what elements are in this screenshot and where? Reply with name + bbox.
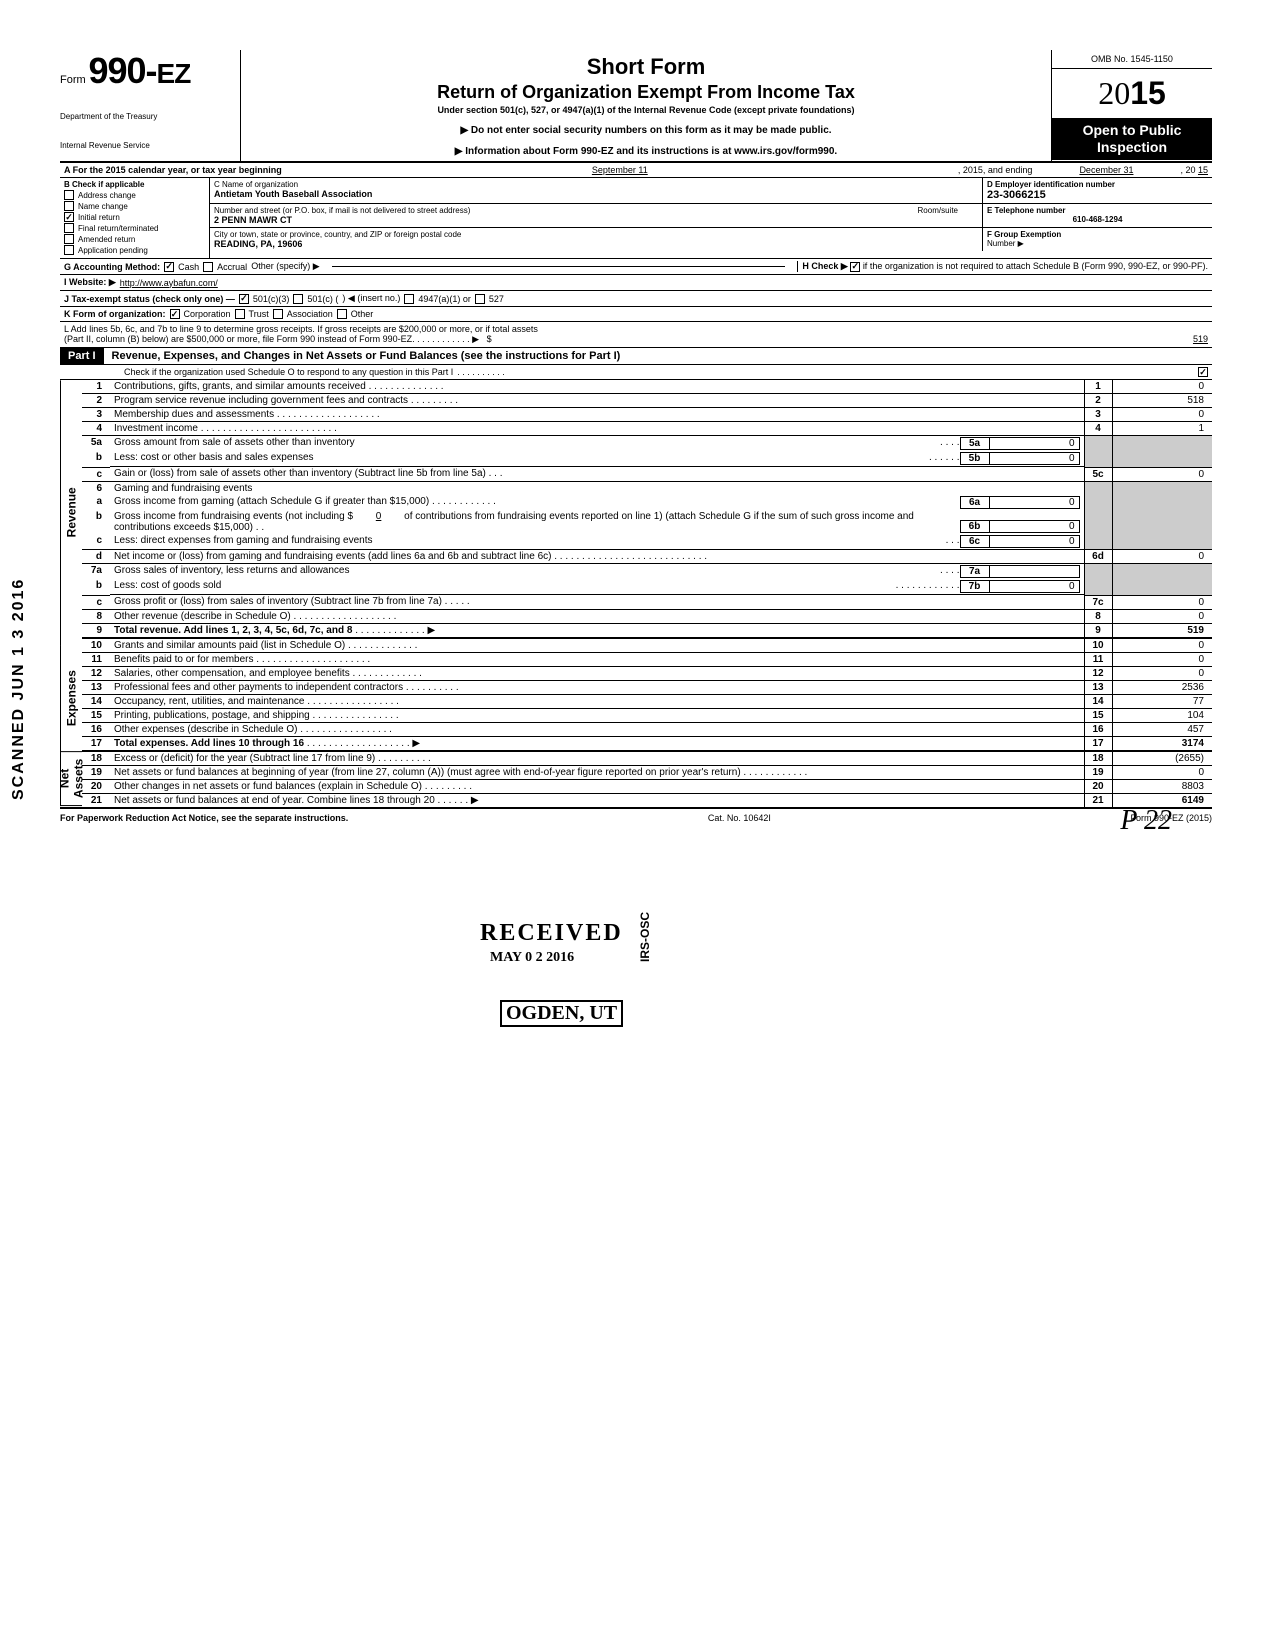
val-11: 0: [1112, 652, 1212, 666]
row-a-tax-year: A For the 2015 calendar year, or tax yea…: [60, 163, 1212, 178]
val-16: 457: [1112, 722, 1212, 736]
part-i-header: Part I Revenue, Expenses, and Changes in…: [60, 348, 1212, 365]
arrow-info: Information about Form 990-EZ and its in…: [249, 146, 1043, 157]
val-6d: 0: [1112, 550, 1212, 564]
cb-h[interactable]: ✓: [850, 262, 860, 272]
val-4: 1: [1112, 422, 1212, 436]
val-5c: 0: [1112, 467, 1212, 481]
open-public: Open to Public Inspection: [1052, 118, 1212, 160]
subtitle: Under section 501(c), 527, or 4947(a)(1)…: [249, 105, 1043, 115]
val-19: 0: [1112, 765, 1212, 779]
cb-corp[interactable]: ✓: [170, 309, 180, 319]
cb-501c3[interactable]: ✓: [239, 294, 249, 304]
part-i-body: Revenue Expenses Net Assets 1Contributio…: [60, 380, 1212, 809]
cb-initial-return[interactable]: ✓: [64, 212, 74, 222]
form-number-block: Form 990-EZ Department of the Treasury I…: [60, 50, 240, 150]
val-13: 2536: [1112, 680, 1212, 694]
scanned-stamp: SCANNED JUN 1 3 2016: [10, 578, 28, 800]
form-prefix: Form: [60, 74, 86, 86]
val-9: 519: [1112, 623, 1212, 638]
page-footer: For Paperwork Reduction Act Notice, see …: [60, 809, 1212, 827]
omb-number: OMB No. 1545-1150: [1052, 50, 1212, 69]
row-l-gross-receipts: L Add lines 5b, 6c, and 7b to line 9 to …: [60, 322, 1212, 348]
cb-assoc[interactable]: [273, 309, 283, 319]
side-labels: Revenue Expenses Net Assets: [60, 380, 82, 807]
cb-4947[interactable]: [404, 294, 414, 304]
org-address: 2 PENN MAWR CT: [214, 215, 978, 225]
val-6c: 0: [990, 535, 1080, 548]
row-j-tax-status: J Tax-exempt status (check only one) — ✓…: [60, 291, 1212, 307]
part-i-check: Check if the organization used Schedule …: [60, 365, 1212, 380]
tax-year: 2015: [1052, 69, 1212, 118]
cb-trust[interactable]: [235, 309, 245, 319]
col-b-checkboxes: B Check if applicable Address change Nam…: [60, 178, 210, 258]
row-i-website: I Website: ▶ http://www.aybafun.com/: [60, 275, 1212, 291]
val-15: 104: [1112, 708, 1212, 722]
stamp-date: MAY 0 2 2016: [490, 950, 574, 966]
val-1: 0: [1112, 380, 1212, 394]
cb-501c[interactable]: [293, 294, 303, 304]
short-form-title: Short Form: [249, 54, 1043, 80]
form-header: Form 990-EZ Department of the Treasury I…: [60, 50, 1212, 163]
period-end: December 31: [1071, 165, 1141, 175]
val-5a: 0: [990, 437, 1080, 450]
val-12: 0: [1112, 666, 1212, 680]
stamp-ogden: OGDEN, UT: [500, 1000, 623, 1027]
label-netassets: Net Assets: [60, 752, 82, 806]
label-revenue: Revenue: [60, 380, 82, 645]
val-10: 0: [1112, 638, 1212, 653]
signature: P 22: [1120, 805, 1172, 837]
val-7b: 0: [990, 580, 1080, 593]
val-2: 518: [1112, 394, 1212, 408]
dept-irs: Internal Revenue Service: [60, 141, 232, 150]
val-7c: 0: [1112, 595, 1212, 609]
cb-address-change[interactable]: [64, 190, 74, 200]
val-14: 77: [1112, 694, 1212, 708]
ein: 23-3066215: [987, 189, 1208, 201]
cb-sched-o[interactable]: ✓: [1198, 367, 1208, 377]
row-k-form-org: K Form of organization: ✓Corporation Tru…: [60, 307, 1212, 322]
val-6b: 0: [990, 520, 1080, 533]
org-city: READING, PA, 19606: [214, 239, 978, 249]
cb-527[interactable]: [475, 294, 485, 304]
cb-name-change[interactable]: [64, 201, 74, 211]
org-name: Antietam Youth Baseball Association: [214, 189, 978, 199]
cb-final-return[interactable]: [64, 223, 74, 233]
val-18: (2655): [1112, 751, 1212, 766]
cb-accrual[interactable]: [203, 262, 213, 272]
val-20: 8803: [1112, 779, 1212, 793]
val-5b: 0: [990, 452, 1080, 465]
val-6a: 0: [990, 496, 1080, 509]
cb-app-pending[interactable]: [64, 245, 74, 255]
stamp-irs: IRS-OSC: [638, 912, 652, 962]
form-page: SCANNED JUN 1 3 2016 Form 990-EZ Departm…: [0, 0, 1272, 877]
org-info-block: B Check if applicable Address change Nam…: [60, 178, 1212, 259]
val-17: 3174: [1112, 736, 1212, 751]
cb-other[interactable]: [337, 309, 347, 319]
val-3: 0: [1112, 408, 1212, 422]
website: http://www.aybafun.com/: [120, 278, 218, 288]
stamp-received: RECEIVED: [480, 920, 623, 947]
val-8: 0: [1112, 609, 1212, 623]
year-block: OMB No. 1545-1150 2015 Open to Public In…: [1052, 50, 1212, 160]
cb-amended[interactable]: [64, 234, 74, 244]
form-number: 990-EZ: [88, 50, 190, 91]
lines-table: 1Contributions, gifts, grants, and simil…: [82, 380, 1212, 807]
row-g-h: G Accounting Method: ✓Cash Accrual Other…: [60, 259, 1212, 275]
col-c-org-details: C Name of organization Antietam Youth Ba…: [210, 178, 1212, 258]
arrow-ssn: Do not enter social security numbers on …: [249, 125, 1043, 136]
dept-treasury: Department of the Treasury: [60, 112, 232, 121]
cb-cash[interactable]: ✓: [164, 262, 174, 272]
gross-receipts: 519: [1108, 334, 1208, 345]
title-block: Short Form Return of Organization Exempt…: [240, 50, 1052, 161]
main-title: Return of Organization Exempt From Incom…: [249, 82, 1043, 103]
label-expenses: Expenses: [60, 645, 82, 752]
telephone: 610-468-1294: [987, 215, 1208, 224]
period-begin: September 11: [584, 165, 656, 175]
